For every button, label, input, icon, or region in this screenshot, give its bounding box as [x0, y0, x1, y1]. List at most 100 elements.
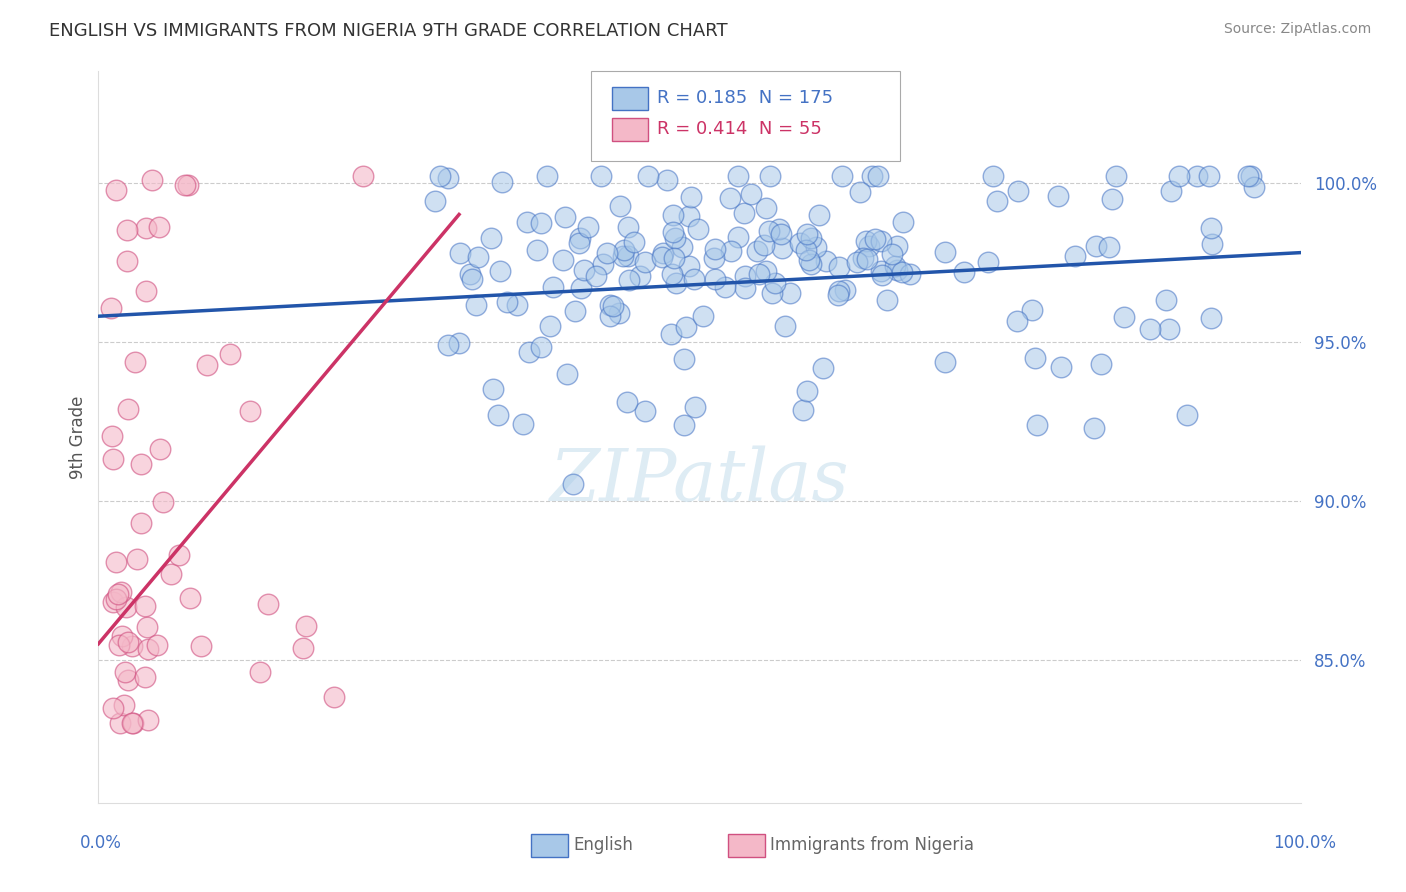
Point [752, 237, 775, 252]
Text: 100.0%: 100.0% [1274, 834, 1336, 852]
Text: R = 0.185  N = 175: R = 0.185 N = 175 [657, 89, 832, 107]
Point [799, 252, 821, 267]
Point [117, 673, 139, 687]
Point [811, 360, 834, 375]
Point [125, 552, 148, 566]
Point [108, 638, 131, 652]
Point [592, 257, 614, 271]
Point [122, 716, 145, 731]
Point [633, 403, 655, 417]
Point [794, 243, 817, 257]
Point [117, 254, 139, 268]
Point [981, 169, 1004, 184]
Point [585, 268, 607, 283]
Point [657, 173, 679, 187]
Point [891, 215, 914, 229]
Point [149, 442, 172, 457]
Point [683, 400, 706, 414]
Text: ZIPatlas: ZIPatlas [550, 446, 849, 516]
Point [489, 263, 512, 277]
Point [479, 231, 502, 245]
Point [129, 457, 152, 471]
Point [101, 452, 124, 467]
Point [101, 700, 124, 714]
Point [599, 298, 621, 312]
Point [190, 640, 212, 654]
Point [613, 243, 636, 257]
Point [491, 176, 513, 190]
Point [616, 394, 638, 409]
Point [1101, 192, 1123, 206]
Point [727, 169, 749, 184]
Point [1098, 239, 1121, 253]
Point [1050, 359, 1073, 374]
Point [105, 556, 128, 570]
Point [541, 280, 564, 294]
Point [436, 338, 458, 352]
Point [617, 249, 640, 263]
Point [986, 194, 1008, 208]
Point [160, 566, 183, 581]
Point [1114, 310, 1136, 324]
Point [770, 227, 793, 241]
Point [796, 384, 818, 398]
Point [858, 238, 880, 252]
Text: R = 0.414  N = 55: R = 0.414 N = 55 [657, 120, 821, 138]
Point [481, 382, 503, 396]
Point [136, 641, 159, 656]
Point [1083, 421, 1105, 435]
Point [101, 429, 124, 443]
Point [1199, 311, 1222, 326]
Point [569, 281, 592, 295]
Point [775, 318, 797, 333]
Point [538, 318, 561, 333]
Point [828, 284, 851, 298]
Point [661, 208, 683, 222]
Point [105, 183, 128, 197]
Point [195, 359, 218, 373]
Point [792, 403, 814, 417]
Point [814, 254, 837, 268]
Point [1064, 249, 1087, 263]
Point [121, 639, 143, 653]
Point [664, 231, 686, 245]
Point [152, 495, 174, 509]
Point [112, 698, 135, 712]
Point [678, 259, 700, 273]
Point [860, 169, 883, 184]
Point [602, 299, 624, 313]
Point [464, 298, 486, 312]
Point [148, 219, 170, 234]
Point [661, 268, 683, 282]
Point [720, 244, 742, 258]
Point [662, 225, 685, 239]
Point [512, 417, 534, 431]
Point [1185, 169, 1208, 184]
Text: 0.0%: 0.0% [80, 834, 122, 852]
Point [295, 619, 318, 633]
Point [1025, 417, 1047, 432]
Point [323, 690, 346, 704]
Point [880, 247, 903, 261]
Point [576, 220, 599, 235]
Point [173, 178, 195, 192]
Point [530, 217, 553, 231]
Point [683, 272, 706, 286]
Point [554, 211, 576, 225]
Point [495, 295, 517, 310]
Point [740, 186, 762, 201]
Point [977, 255, 1000, 269]
Point [517, 344, 540, 359]
Point [568, 236, 591, 251]
Point [146, 638, 169, 652]
Point [141, 173, 163, 187]
Point [352, 169, 374, 184]
Point [679, 190, 702, 204]
Point [1007, 184, 1029, 198]
Point [718, 191, 741, 205]
Point [177, 178, 200, 193]
Point [596, 245, 619, 260]
Point [111, 629, 134, 643]
Point [486, 408, 509, 422]
Text: ENGLISH VS IMMIGRANTS FROM NIGERIA 9TH GRADE CORRELATION CHART: ENGLISH VS IMMIGRANTS FROM NIGERIA 9TH G… [49, 22, 728, 40]
